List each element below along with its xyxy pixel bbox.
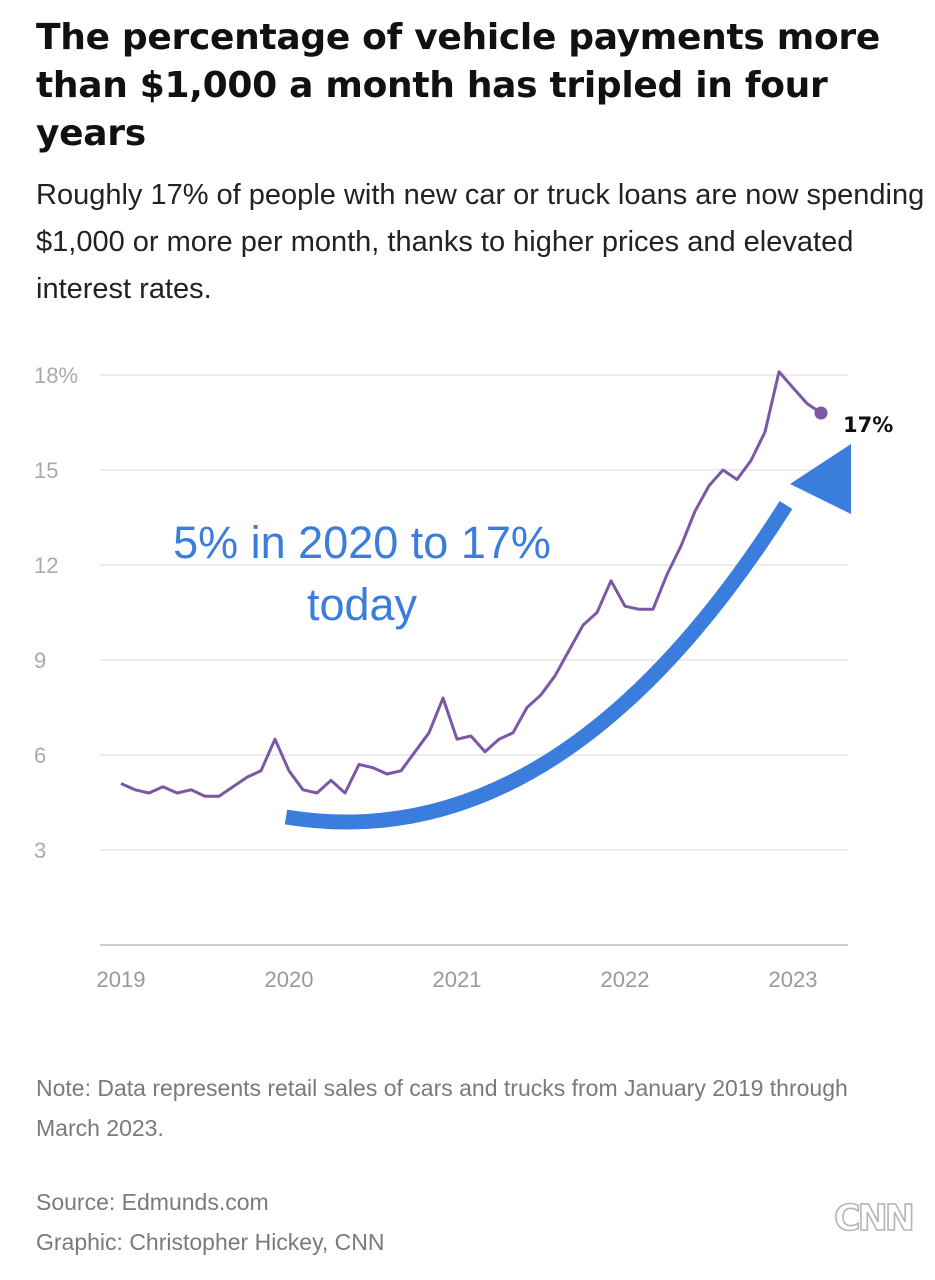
end-point-marker — [814, 406, 828, 420]
cnn-logo-text: CNN — [834, 1198, 912, 1239]
x-tick-label: 2021 — [433, 967, 482, 992]
annotation-text-line: 5% in 2020 to 17% — [173, 517, 551, 568]
y-tick-label: 6 — [34, 743, 46, 768]
x-tick-label: 2022 — [601, 967, 650, 992]
y-tick-label: 12 — [34, 553, 58, 578]
x-tick-label: 2020 — [265, 967, 314, 992]
x-tick-label: 2019 — [97, 967, 146, 992]
x-tick-label: 2023 — [769, 967, 818, 992]
trend-arrow-shaft — [284, 500, 793, 830]
y-tick-label: 9 — [34, 648, 46, 673]
source-credit: Source: Edmunds.com — [36, 1189, 269, 1215]
annotation-text-line: today — [307, 579, 418, 630]
end-value-label: 17% — [843, 413, 893, 437]
chart-title: The percentage of vehicle payments more … — [36, 17, 880, 154]
y-tick-label: 15 — [34, 458, 58, 483]
series-line — [120, 370, 822, 798]
y-tick-label: 3 — [34, 838, 46, 863]
line-chart: 3 6 9 12 15 18% 2019 2020 2021 2022 2023 17% 5% in… — [34, 363, 893, 992]
chart-subtitle: Roughly 17% of people with new car or tr… — [36, 179, 925, 305]
y-tick-label: 18% — [34, 363, 78, 388]
graphic-credit: Graphic: Christopher Hickey, CNN — [36, 1229, 385, 1255]
chart-note: Note: Data represents retail sales of ca… — [36, 1075, 848, 1141]
cnn-logo: CNN — [833, 1197, 915, 1240]
trend-arrow-head — [790, 444, 851, 514]
